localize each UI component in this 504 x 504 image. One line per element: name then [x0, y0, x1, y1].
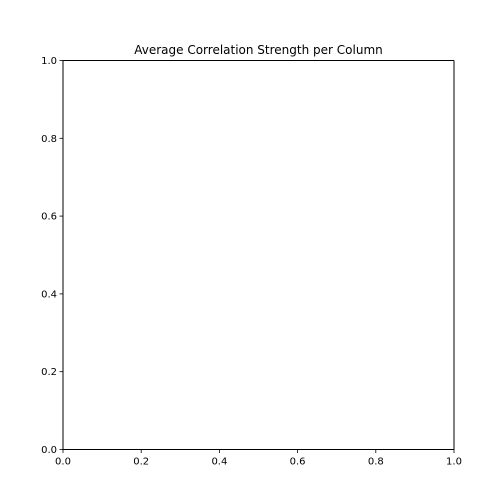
x-tick-label: 0.2	[133, 457, 149, 468]
y-tick-label: 0.8	[41, 134, 57, 145]
x-axis-ticks: 0.0 0.2 0.4 0.6 0.8 1.0	[55, 449, 462, 468]
x-tick-label: 0.8	[368, 457, 384, 468]
y-tick-label: 0.0	[41, 445, 57, 456]
x-tick-label: 0.0	[55, 457, 71, 468]
chart-title: Average Correlation Strength per Column	[134, 43, 383, 57]
x-tick-label: 0.6	[290, 457, 306, 468]
x-tick-label: 0.4	[211, 457, 227, 468]
plot-background	[63, 60, 454, 450]
y-tick-label: 0.6	[41, 212, 57, 223]
axes-frame	[62, 60, 455, 450]
plot-area	[63, 60, 454, 450]
y-tick-label: 0.2	[41, 367, 57, 378]
y-tick-label: 0.4	[41, 289, 57, 300]
y-axis-ticks: 0.0 0.2 0.4 0.6 0.8 1.0	[41, 56, 63, 456]
x-tick-label: 1.0	[446, 457, 462, 468]
y-tick-label: 1.0	[41, 56, 57, 67]
